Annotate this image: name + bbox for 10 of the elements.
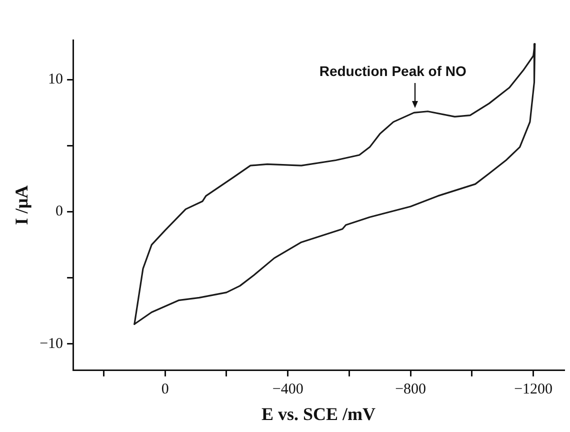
- annotation: Reduction Peak of NO: [319, 62, 466, 79]
- y-tick-label: 10: [48, 72, 64, 88]
- x-axis-title: E vs. SCE /mV: [262, 404, 376, 424]
- x-tick-label: 0: [161, 381, 169, 398]
- x-tick-label: −1200: [514, 381, 553, 398]
- x-tick-label: −800: [395, 381, 426, 398]
- x-tick-label: −400: [272, 381, 304, 398]
- y-axis-title: I /μA: [11, 185, 32, 226]
- y-tick-label: 0: [56, 204, 64, 220]
- y-tick-label: −10: [40, 336, 64, 352]
